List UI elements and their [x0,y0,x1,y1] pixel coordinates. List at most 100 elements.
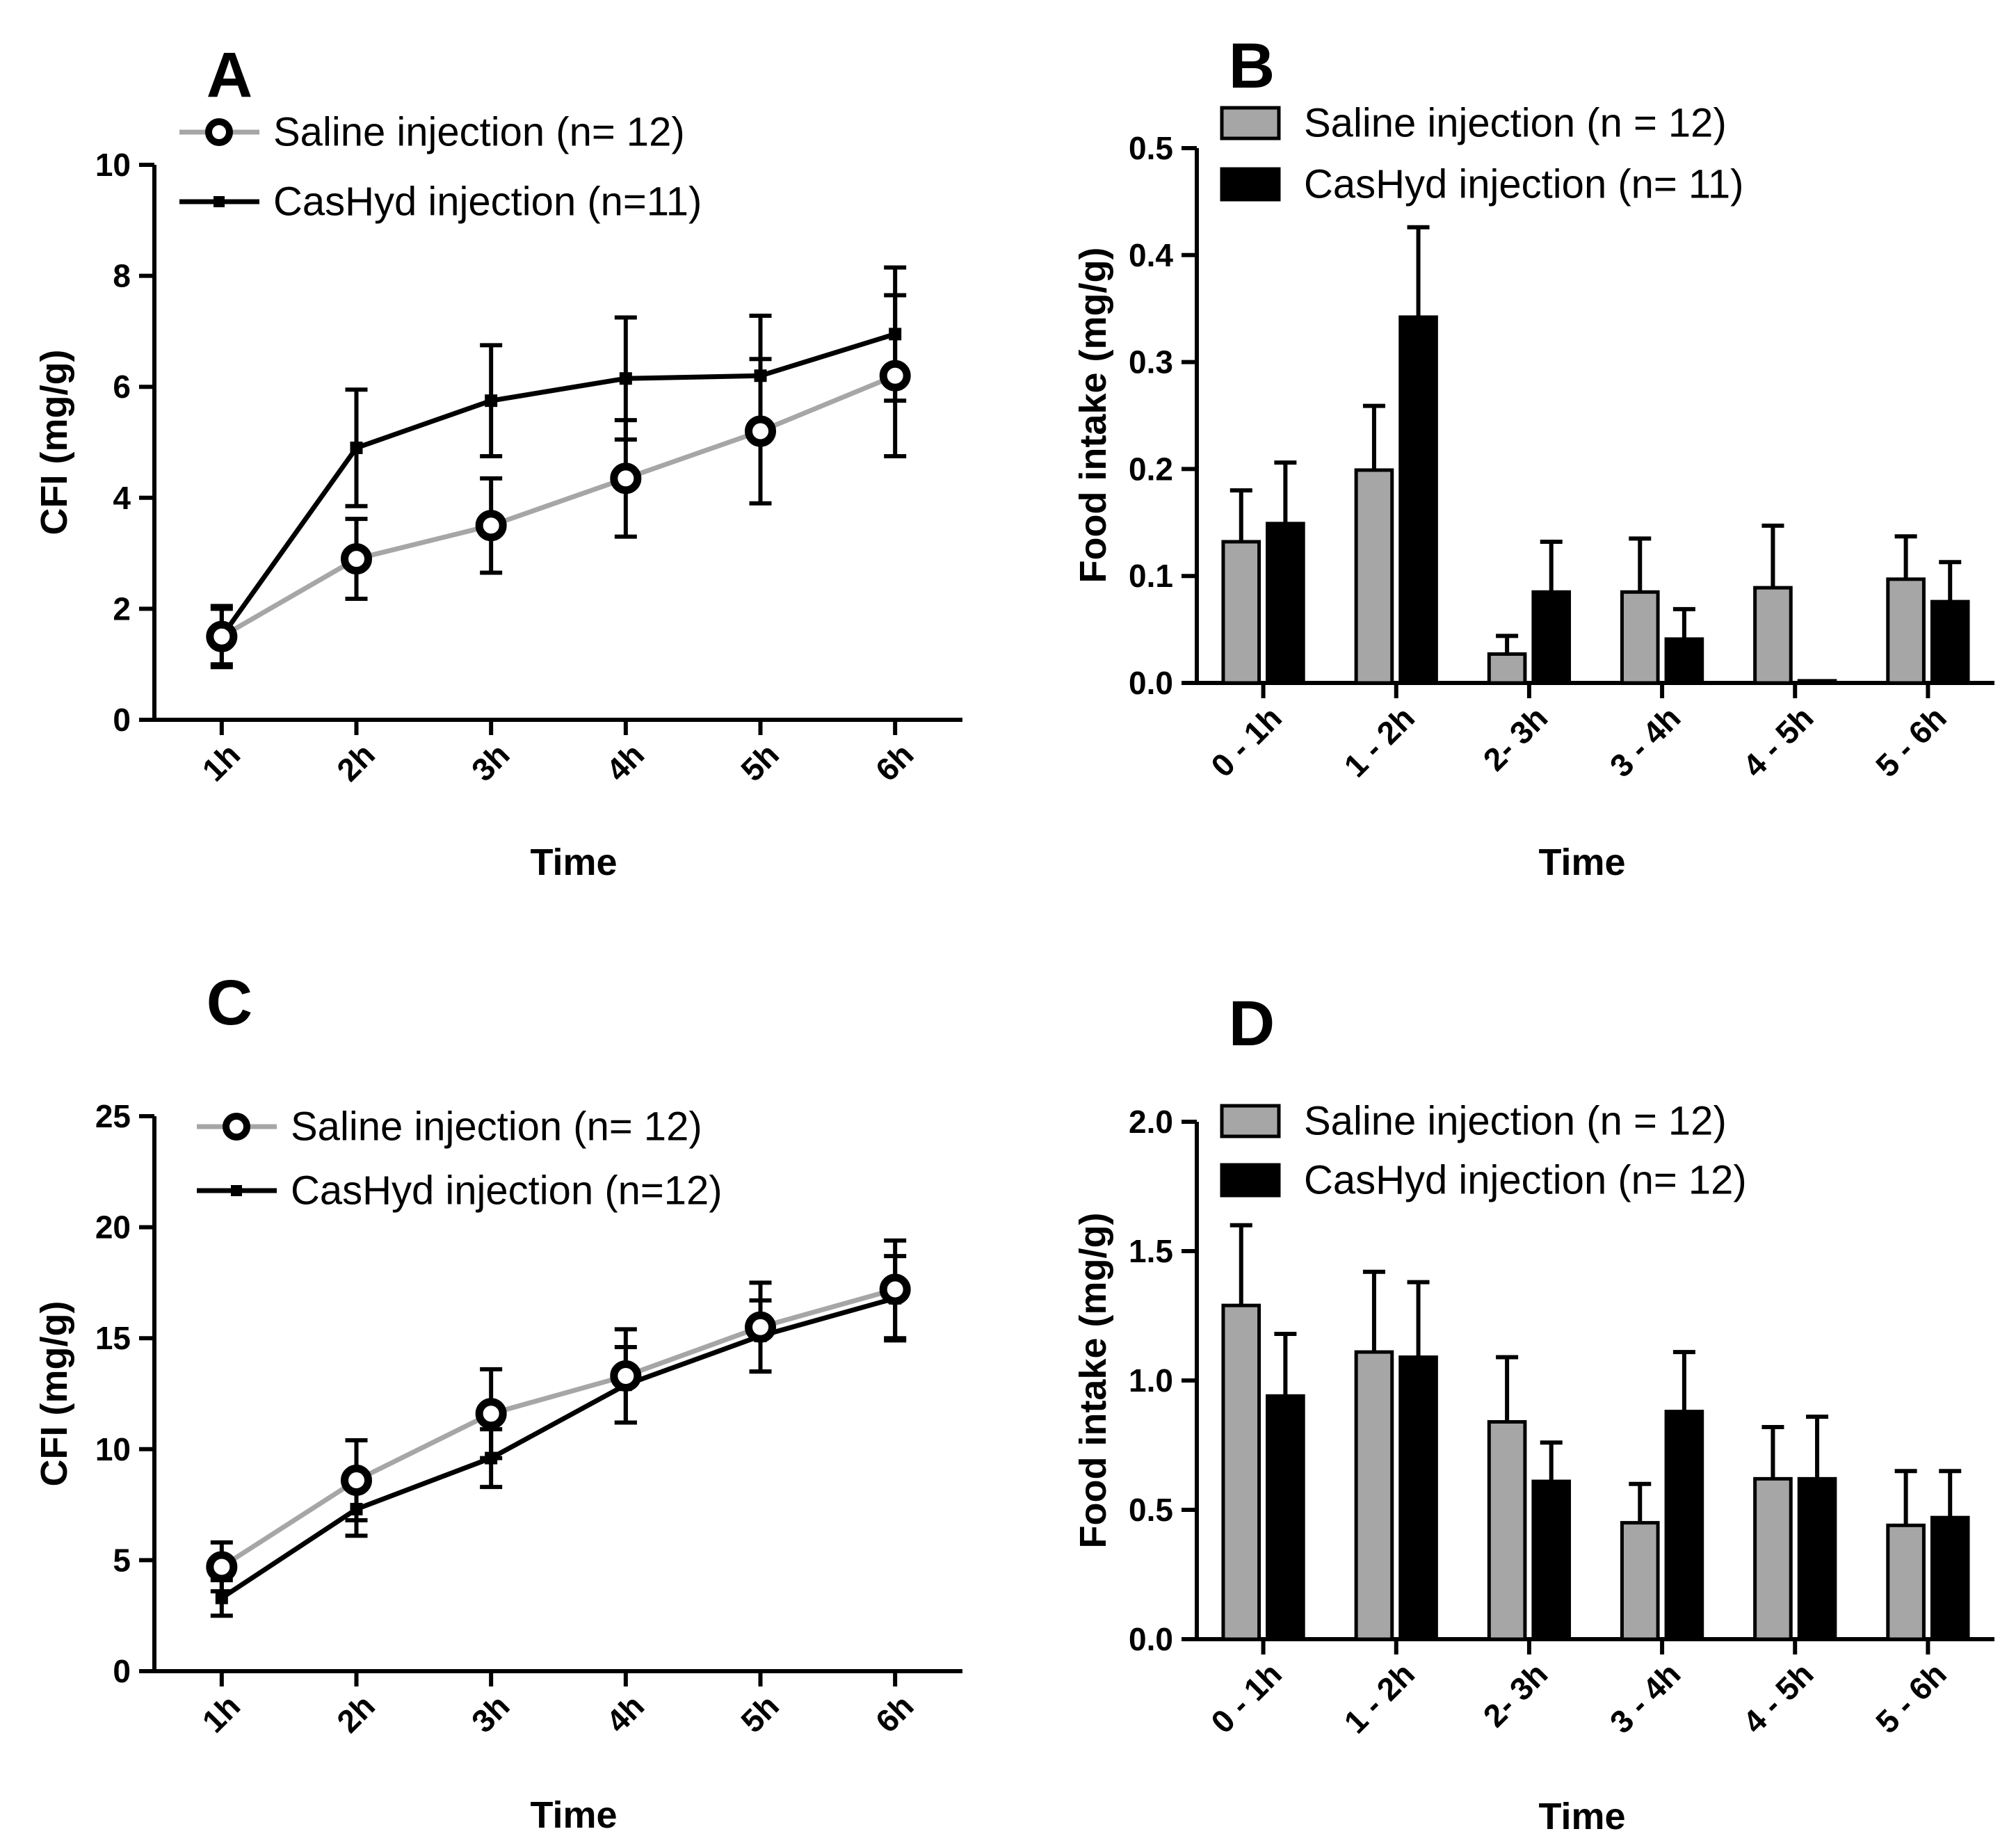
line-series-saline [206,293,911,667]
data-point-circle [879,360,911,392]
y-tick-label: 10 [95,147,131,183]
x-tick-label: 4h [599,736,651,789]
x-axis-title: Time [1538,1796,1625,1836]
x-tick-label: 1 - 2h [1337,1656,1421,1741]
bar [1620,590,1660,685]
data-point-square [619,372,632,385]
y-tick-label: 0.2 [1129,451,1173,487]
bar [1797,679,1837,685]
bar [1531,1479,1572,1641]
x-tick-label: 6h [869,736,921,789]
bar [1221,1303,1261,1641]
series-line [220,1296,896,1600]
x-tick-label: 2- 3h [1476,700,1555,778]
x-axis-title: Time [530,1794,617,1836]
chart-panel-a: A 0 2 4 6 8 10 1h 2h 3h 4h 5h 6h CFI (mg/g) Time Saline… [33,40,962,883]
x-tick-label: 3h [465,1688,517,1740]
data-point-square [350,441,363,454]
x-tick-label: 0 - 1h [1204,700,1289,784]
x-tick-label: 4h [599,1688,651,1740]
series-line [220,1287,896,1569]
y-tick-label: 15 [95,1320,131,1356]
legend-swatch-saline [1220,106,1281,140]
y-tick-label: 5 [113,1542,131,1578]
bar [1487,652,1527,685]
x-tick-label: 1 - 2h [1337,700,1421,784]
bar [1664,1410,1704,1641]
bar [1797,1476,1837,1641]
data-point-circle [610,462,642,494]
x-tick-label: 2h [330,736,382,789]
legend-label-cashyd: CasHyd injection (n= 12) [1304,1158,1747,1203]
legend-marker-square [231,1185,242,1196]
x-tick-label: 5h [734,1688,786,1740]
data-point-circle [475,1398,507,1430]
bar [1398,1355,1438,1641]
y-tick-label: 0.4 [1129,237,1173,273]
bar [1354,1350,1394,1641]
legend-label-cashyd: CasHyd injection (n= 11) [1304,162,1743,207]
x-tick-label: 5h [734,736,786,789]
y-tick-label: 1.5 [1129,1233,1173,1269]
bar [1221,540,1261,685]
y-axis-title: Food intake (mg/g) [1072,248,1114,583]
bar [1886,577,1926,685]
legend-swatch-cashyd [1220,167,1281,202]
legend-label-saline: Saline injection (n= 12) [291,1104,702,1150]
y-tick-label: 25 [95,1098,131,1134]
bar [1753,586,1793,685]
x-tick-label: 2- 3h [1476,1656,1555,1734]
bar [1266,1394,1305,1641]
x-tick-label: 0 - 1h [1204,1656,1289,1741]
series-line [220,373,896,639]
bar [1664,637,1704,685]
y-axis-title: Food intake (mg/g) [1072,1213,1114,1549]
data-point-circle [745,415,776,447]
legend-swatch-cashyd [1220,1163,1281,1198]
chart-panel-d: D 0.0 0.5 1.0 1.5 2.0 0 - 1h 1 - 2h 2- 3h 3 - 4h 4… [1072,988,1994,1836]
bar [1354,468,1394,685]
bar [1487,1420,1527,1641]
y-tick-label: 8 [113,258,131,294]
panel-letter: A [207,40,252,111]
line-series-cashyd [210,265,907,670]
legend-label-cashyd: CasHyd injection (n=12) [291,1168,723,1214]
x-tick-label: 4 - 5h [1736,700,1821,784]
bar-series-cashyd [1266,225,1970,685]
bar [1886,1523,1926,1641]
data-point-circle [610,1360,642,1392]
x-axis-title: Time [530,842,617,883]
y-tick-label: 0.3 [1129,344,1173,380]
data-point-circle [341,543,372,575]
legend-marker-circle [223,1113,250,1141]
y-tick-label: 0.1 [1129,558,1173,594]
legend-marker-square [213,196,225,207]
legend-label-saline: Saline injection (n = 12) [1304,1099,1727,1144]
line-series-cashyd [210,1254,907,1618]
y-axis-title: CFI (mg/g) [33,350,75,536]
data-point-circle [206,620,238,652]
line-series-saline [206,1238,911,1594]
bar [1398,315,1438,685]
y-axis-title: CFI (mg/g) [33,1301,75,1487]
series-line [219,332,896,638]
legend-swatch-saline [1220,1104,1281,1138]
x-tick-label: 5 - 6h [1869,700,1953,784]
data-point-circle [206,1551,238,1583]
x-tick-label: 1h [195,736,247,789]
legend-label-cashyd: CasHyd injection (n=11) [273,179,702,225]
y-tick-label: 20 [95,1209,131,1246]
panel-letter: D [1229,988,1275,1059]
x-tick-label: 3 - 4h [1603,700,1688,784]
bar [1930,599,1970,685]
y-tick-label: 4 [113,480,131,516]
y-tick-label: 1.0 [1129,1362,1173,1399]
x-tick-label: 5 - 6h [1869,1656,1953,1741]
y-tick-label: 10 [95,1431,131,1467]
y-tick-label: 0.0 [1129,665,1173,701]
bar [1266,522,1305,685]
legend-marker-circle [205,118,233,146]
legend-label-saline: Saline injection (n= 12) [273,110,685,155]
x-tick-label: 3 - 4h [1603,1656,1688,1741]
y-tick-label: 0.5 [1129,1492,1173,1528]
